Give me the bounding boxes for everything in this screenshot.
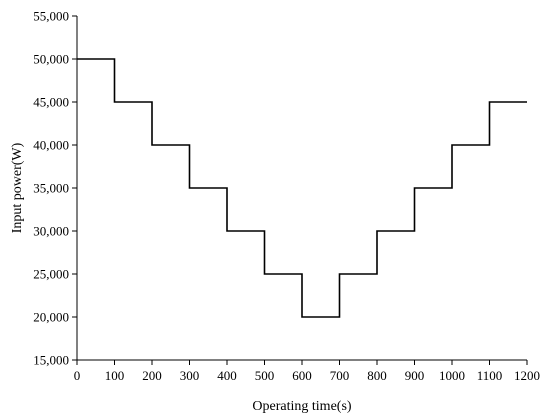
y-tick-label: 35,000	[33, 181, 69, 196]
x-tick-label: 300	[180, 368, 200, 383]
y-tick-label: 45,000	[33, 95, 69, 110]
input-power-step-line	[77, 58, 527, 318]
y-tick-label: 50,000	[33, 52, 69, 67]
x-tick-label: 900	[405, 368, 425, 383]
x-tick-label: 1100	[477, 368, 503, 383]
x-tick-label: 100	[105, 368, 125, 383]
x-tick-label: 500	[255, 368, 275, 383]
y-tick-label: 25,000	[33, 267, 69, 282]
x-tick-label: 1200	[514, 368, 540, 383]
x-tick-label: 600	[292, 368, 312, 383]
y-tick-label: 15,000	[33, 353, 69, 368]
x-tick-label: 400	[217, 368, 237, 383]
y-axis-label: Input power(W)	[10, 142, 25, 233]
y-axis: 15,000 20,000 25,000 30,000 35,000 40,000 45,0…	[33, 9, 77, 368]
x-axis: 0 100 200 300 400 500 600 700 800 900 1000 1100 1200	[74, 360, 540, 383]
x-tick-label: 800	[367, 368, 387, 383]
x-tick-label: 0	[74, 368, 81, 383]
x-axis-label: Operating time(s)	[252, 399, 351, 414]
x-tick-label: 700	[330, 368, 350, 383]
y-tick-label: 30,000	[33, 224, 69, 239]
y-tick-label: 20,000	[33, 310, 69, 325]
y-tick-label: 55,000	[33, 9, 69, 24]
x-tick-label: 1000	[439, 368, 465, 383]
y-tick-label: 40,000	[33, 138, 69, 153]
x-tick-label: 200	[142, 368, 162, 383]
